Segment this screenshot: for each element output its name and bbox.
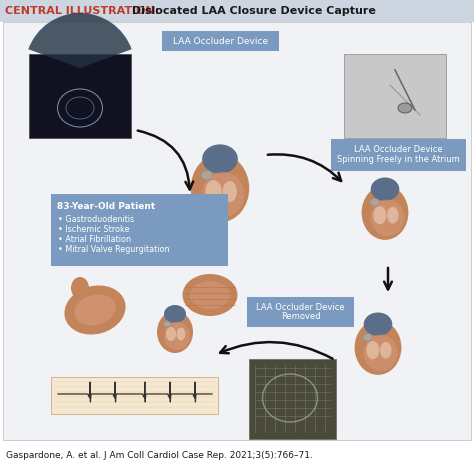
FancyBboxPatch shape: [51, 377, 218, 414]
Ellipse shape: [182, 274, 237, 316]
Text: CENTRAL ILLUSTRATION:: CENTRAL ILLUSTRATION:: [5, 6, 159, 16]
FancyArrowPatch shape: [268, 155, 341, 181]
Ellipse shape: [363, 333, 372, 341]
FancyBboxPatch shape: [0, 0, 474, 22]
Ellipse shape: [223, 181, 237, 202]
Text: Spinning Freely in the Atrium: Spinning Freely in the Atrium: [337, 156, 460, 164]
Text: Gaspardone, A. et al. J Am Coll Cardiol Case Rep. 2021;3(5):766–71.: Gaspardone, A. et al. J Am Coll Cardiol …: [6, 452, 313, 460]
FancyArrowPatch shape: [220, 342, 333, 359]
FancyBboxPatch shape: [51, 194, 228, 266]
FancyBboxPatch shape: [249, 359, 336, 439]
Ellipse shape: [370, 198, 379, 206]
Ellipse shape: [164, 305, 186, 323]
Ellipse shape: [191, 154, 249, 222]
Ellipse shape: [366, 341, 379, 359]
Ellipse shape: [71, 277, 89, 299]
Text: • Gastroduodenitis: • Gastroduodenitis: [58, 215, 134, 224]
Ellipse shape: [355, 320, 401, 375]
Text: Removed: Removed: [281, 312, 320, 321]
Ellipse shape: [202, 172, 245, 218]
FancyBboxPatch shape: [344, 54, 446, 138]
Text: 83-Year-Old Patient: 83-Year-Old Patient: [57, 202, 155, 211]
Ellipse shape: [164, 321, 171, 327]
FancyBboxPatch shape: [29, 54, 131, 138]
Text: • Mitral Valve Regurgitation: • Mitral Valve Regurgitation: [58, 245, 170, 254]
Ellipse shape: [374, 206, 386, 224]
Text: LAA Occluder Device: LAA Occluder Device: [256, 303, 345, 312]
Ellipse shape: [190, 281, 230, 309]
Ellipse shape: [205, 180, 222, 203]
Text: • Ischemic Stroke: • Ischemic Stroke: [58, 225, 129, 234]
FancyBboxPatch shape: [3, 22, 471, 440]
Text: LAA Occluder Device: LAA Occluder Device: [173, 36, 268, 45]
Text: LAA Occluder Device: LAA Occluder Device: [354, 146, 443, 155]
FancyBboxPatch shape: [331, 139, 466, 171]
FancyBboxPatch shape: [247, 297, 354, 327]
Ellipse shape: [398, 103, 412, 113]
Ellipse shape: [64, 285, 126, 334]
Ellipse shape: [380, 342, 392, 359]
Ellipse shape: [74, 295, 116, 325]
Ellipse shape: [202, 144, 238, 174]
Ellipse shape: [157, 311, 193, 353]
Ellipse shape: [387, 207, 399, 224]
FancyArrowPatch shape: [384, 268, 392, 290]
Ellipse shape: [201, 170, 213, 180]
Ellipse shape: [177, 327, 185, 340]
Ellipse shape: [371, 177, 399, 201]
Wedge shape: [28, 13, 132, 68]
Text: Dislocated LAA Closure Device Capture: Dislocated LAA Closure Device Capture: [128, 6, 376, 16]
FancyArrowPatch shape: [138, 131, 193, 190]
Ellipse shape: [166, 327, 176, 341]
FancyBboxPatch shape: [162, 31, 279, 51]
Ellipse shape: [364, 334, 398, 371]
Ellipse shape: [364, 312, 392, 336]
Ellipse shape: [371, 199, 404, 236]
Text: • Atrial Fibrillation: • Atrial Fibrillation: [58, 235, 131, 244]
Ellipse shape: [362, 185, 409, 240]
Ellipse shape: [164, 322, 190, 350]
